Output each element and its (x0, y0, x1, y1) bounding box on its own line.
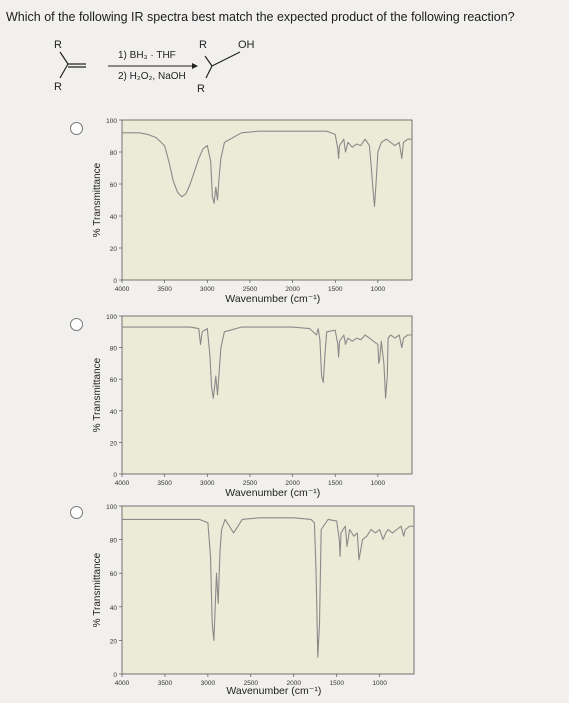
y-tick-label: 100 (106, 118, 117, 125)
reagent-step-1: 1) BH₃ · THF (118, 50, 176, 61)
x-tick-label: 4000 (115, 286, 130, 293)
x-tick-label: 3500 (158, 680, 173, 687)
product-structure (204, 51, 241, 79)
x-tick-label: 1500 (328, 480, 343, 487)
y-tick-label: 80 (110, 346, 118, 353)
plot-area (121, 119, 413, 281)
x-tick-label: 2000 (285, 286, 300, 293)
x-tick-label: 1500 (329, 680, 344, 687)
x-tick-label: 2000 (285, 480, 300, 487)
x-tick-label: 3000 (200, 286, 215, 293)
product-oh: OH (238, 39, 255, 51)
y-tick-label: 80 (110, 150, 118, 157)
radio-option-c[interactable] (70, 506, 83, 519)
reaction-arrow (108, 63, 198, 69)
x-axis-label: Wavenumber (cm⁻¹) (225, 293, 320, 304)
y-axis-label: % Transmittance (92, 162, 103, 237)
y-axis-label: % Transmittance (92, 552, 103, 627)
y-tick-label: 80 (110, 538, 118, 545)
reactant-r-top: R (54, 39, 62, 51)
x-tick-label: 2500 (244, 680, 259, 687)
ir-spectrum-b: 0 20 40 60 80 100 4000 3500 3000 2500 2000 1500 1000… (86, 312, 421, 505)
plot-area (121, 315, 413, 475)
question-text: Which of the following IR spectra best m… (6, 10, 515, 24)
reagent-step-2: 2) H₂O₂, NaOH (118, 71, 186, 82)
x-axis-label: Wavenumber (cm⁻¹) (226, 685, 321, 697)
x-tick-label: 4000 (115, 480, 130, 487)
x-tick-label: 2500 (243, 286, 258, 293)
spectrum-trace (122, 326, 412, 399)
reactant-structure (59, 51, 86, 79)
spectrum-trace (122, 517, 414, 658)
x-tick-label: 3500 (157, 480, 172, 487)
x-tick-label: 2000 (287, 680, 302, 687)
y-tick-label: 100 (106, 314, 117, 321)
y-tick-label: 20 (110, 246, 118, 253)
y-tick-label: 0 (113, 472, 117, 479)
y-tick-label: 100 (106, 504, 117, 511)
ir-spectrum-c: 0 20 40 60 80 100 4000 3500 3000 2500 2000 1500 1000… (86, 502, 421, 703)
reactant-r-bottom: R (54, 81, 62, 93)
x-tick-label: 2500 (243, 480, 258, 487)
radio-option-b[interactable] (70, 318, 83, 331)
spectrum-trace (122, 130, 412, 207)
x-tick-label: 3500 (157, 286, 172, 293)
plot-area (121, 505, 415, 675)
y-tick-label: 60 (110, 182, 118, 189)
y-tick-label: 20 (110, 440, 118, 447)
y-tick-label: 20 (110, 638, 118, 645)
y-tick-label: 40 (110, 605, 118, 612)
ir-spectrum-a: 0 20 40 60 80 100 4000 3500 3000 2500 2000 1500 1000… (86, 116, 421, 309)
x-tick-label: 1000 (372, 680, 387, 687)
y-tick-label: 40 (110, 214, 118, 221)
answer-option-b[interactable]: 0 20 40 60 80 100 4000 3500 3000 2500 2000 1500 1000… (0, 312, 569, 502)
y-tick-label: 60 (110, 377, 118, 384)
x-axis-label: Wavenumber (cm⁻¹) (225, 487, 320, 499)
y-tick-label: 60 (110, 571, 118, 578)
x-tick-label: 1000 (371, 480, 386, 487)
y-axis-label: % Transmittance (92, 357, 103, 432)
y-tick-label: 0 (113, 672, 117, 679)
x-tick-label: 3000 (200, 480, 215, 487)
reaction-scheme: R R 1) BH₃ · THF 2) H₂O₂, NaOH R OH R (40, 34, 320, 96)
answer-option-a[interactable]: 0 20 40 60 80 100 4000 3500 3000 2500 2000 1500 1000… (0, 116, 569, 306)
x-tick-label: 1000 (371, 286, 386, 293)
product-r-bottom: R (197, 83, 205, 95)
product-r-top: R (199, 39, 207, 51)
radio-option-a[interactable] (70, 122, 83, 135)
y-tick-label: 0 (113, 278, 117, 285)
answer-option-c[interactable]: 0 20 40 60 80 100 4000 3500 3000 2500 2000 1500 1000… (0, 502, 569, 698)
y-tick-label: 40 (110, 409, 118, 416)
x-tick-label: 1500 (328, 286, 343, 293)
x-tick-label: 4000 (115, 680, 130, 687)
x-tick-label: 3000 (201, 680, 216, 687)
